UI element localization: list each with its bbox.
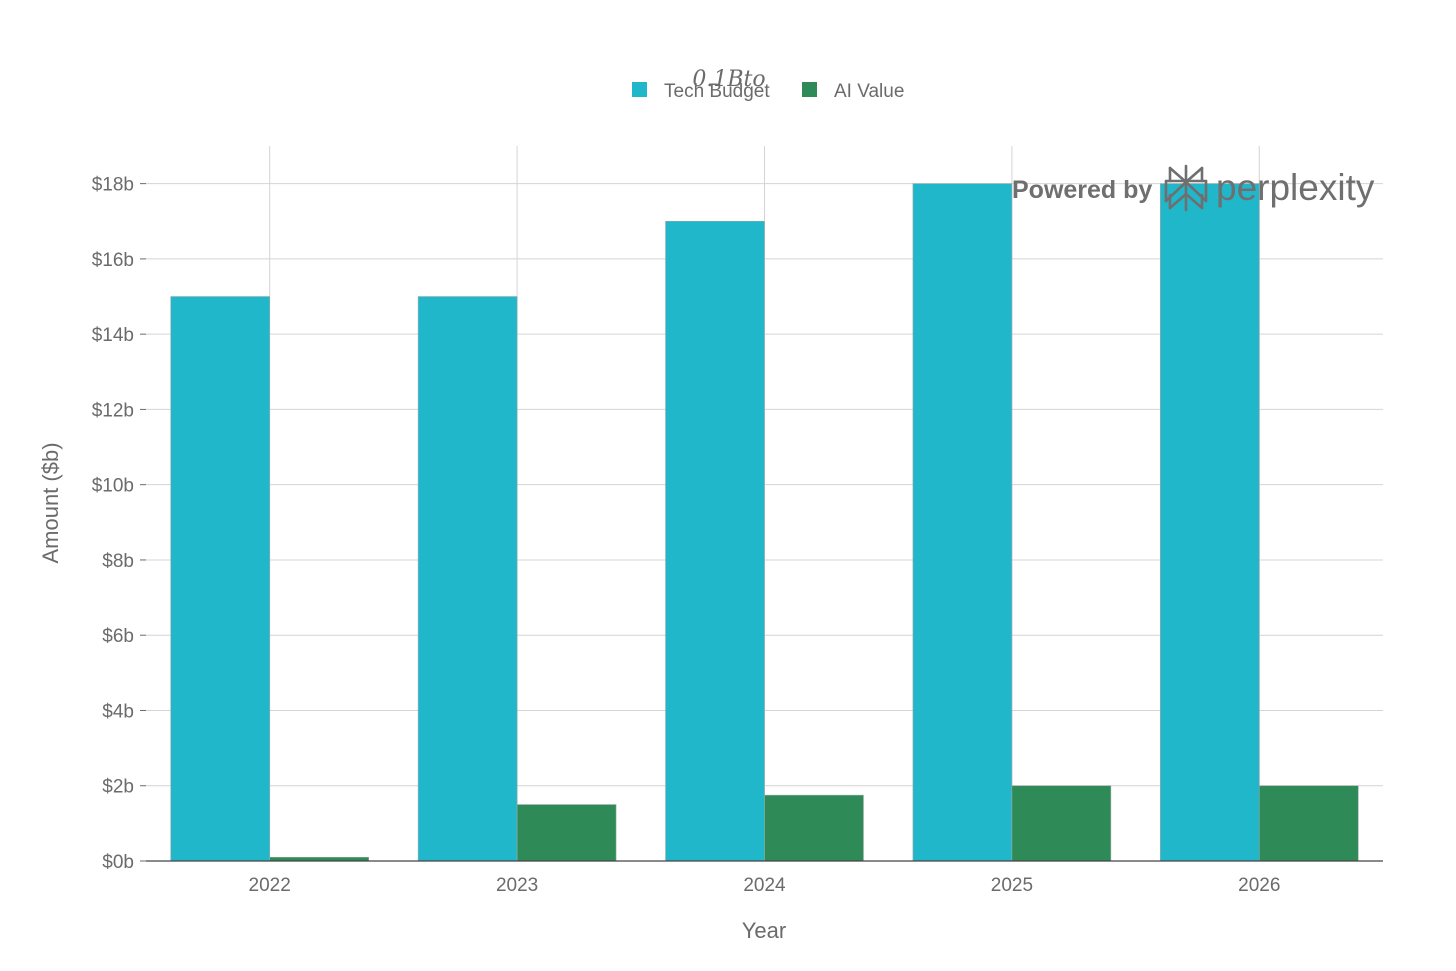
perplexity-wordmark: perplexity (1216, 167, 1375, 208)
y-tick-label: $18b (92, 175, 134, 196)
perplexity-logo-icon (1164, 164, 1208, 212)
legend-swatch (632, 82, 647, 97)
bar-tech-budget-2026 (1160, 183, 1260, 862)
y-tick-label: $10b (92, 476, 134, 497)
chart-title: 0.1Bto (692, 67, 765, 92)
x-tick-label: 2022 (249, 875, 291, 896)
x-tick-label: 2025 (991, 875, 1033, 896)
y-tick-label: $8b (102, 551, 134, 572)
y-tick-label: $16b (92, 250, 134, 271)
bar-ai-value-2025 (1011, 785, 1112, 862)
x-tick-label: 2026 (1238, 875, 1280, 896)
x-tick-label: 2023 (496, 875, 538, 896)
y-axis-title: Amount ($b) (38, 442, 63, 563)
x-tick-label: 2024 (743, 875, 786, 896)
bars (170, 183, 1359, 862)
legend-label: Tech Budget (664, 81, 770, 102)
bar-tech-budget-2024 (665, 220, 765, 862)
y-tick-label: $0b (102, 852, 134, 873)
legend-label: AI Value (834, 81, 904, 102)
y-tick-label: $12b (92, 400, 134, 421)
y-tick-label: $2b (102, 777, 134, 798)
legend: Tech Budget AI Value (632, 81, 904, 102)
bar-ai-value-2023 (516, 804, 617, 862)
powered-by-watermark: Powered by perplexity (1012, 164, 1375, 212)
bar-ai-value-2024 (764, 794, 864, 862)
x-axis-title: Year (742, 918, 786, 943)
y-tick-label: $6b (102, 626, 134, 647)
bar-tech-budget-2023 (417, 296, 518, 862)
y-tick-label: $4b (102, 701, 134, 722)
bar-tech-budget-2025 (912, 183, 1013, 862)
axes: $0b $2b $4b $6b $8b $10b $12b $14b $16b $18b 2022 2… (92, 175, 1383, 896)
legend-swatch (802, 82, 817, 97)
powered-by-label: Powered by (1012, 176, 1152, 204)
bar-ai-value-2026 (1259, 785, 1359, 862)
bar-tech-budget-2022 (170, 296, 271, 862)
y-tick-label: $14b (92, 325, 134, 346)
